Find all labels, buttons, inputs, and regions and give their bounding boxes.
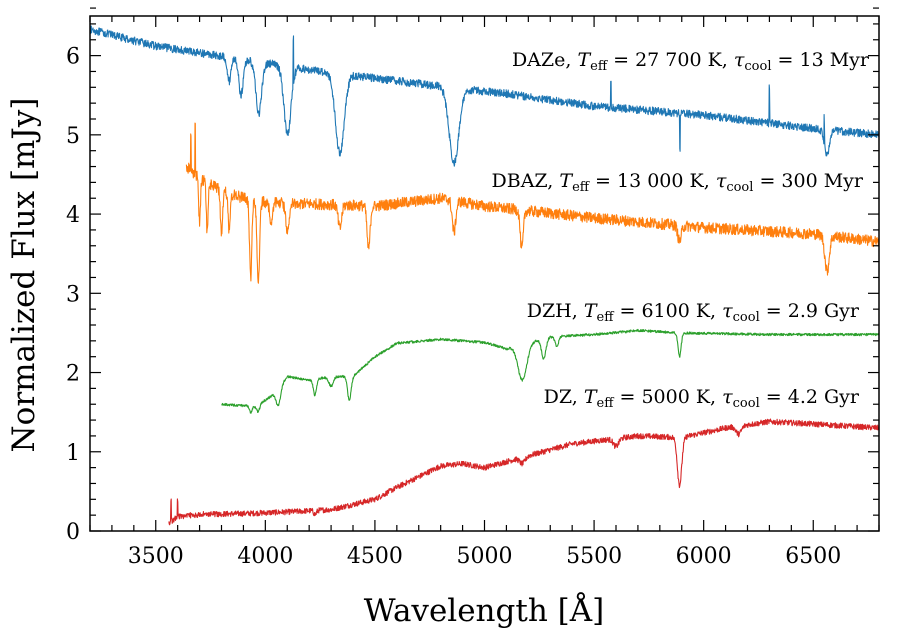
annotation-dzh: DZH, Teff = 6100 K, τcool = 2.9 Gyr: [527, 300, 860, 325]
series-line-dzh: [221, 328, 880, 414]
axis-ticks: [89, 7, 880, 532]
x-tick-label: 6500: [785, 544, 841, 569]
series-line-daze: [89, 25, 880, 167]
y-tick-label: 5: [66, 124, 80, 149]
y-tick-label: 0: [66, 520, 80, 545]
plot-frame: [89, 15, 880, 532]
annotation-dbaz: DBAZ, Teff = 13 000 K, τcool = 300 Myr: [492, 170, 864, 195]
y-tick-label: 2: [66, 362, 80, 387]
x-axis-label: Wavelength [Å]: [364, 591, 604, 629]
y-tick-label: 6: [66, 45, 80, 70]
x-tick-label: 5000: [457, 544, 513, 569]
x-tick-label: 6000: [676, 544, 732, 569]
x-tick-label: 5500: [566, 544, 622, 569]
x-tick-label: 4000: [237, 544, 293, 569]
annotation-dz: DZ, Teff = 5000 K, τcool = 4.2 Gyr: [544, 386, 860, 411]
axis-tick-labels: 3500 4000 4500 5000 5500 6000 6500 0 1 2 3 4 5 6: [66, 45, 841, 569]
spectra-lines: [89, 25, 880, 526]
x-tick-label: 4500: [347, 544, 403, 569]
x-tick-label: 3500: [128, 544, 184, 569]
series-line-dz: [168, 418, 880, 526]
y-tick-label: 4: [66, 203, 80, 228]
annotation-daze: DAZe, Teff = 27 700 K, τcool = 13 Myr: [512, 49, 870, 74]
y-tick-label: 3: [66, 282, 80, 307]
y-axis-label: Normalized Flux [mJy]: [6, 98, 42, 453]
y-tick-label: 1: [66, 441, 80, 466]
series-line-dbaz: [185, 122, 880, 284]
